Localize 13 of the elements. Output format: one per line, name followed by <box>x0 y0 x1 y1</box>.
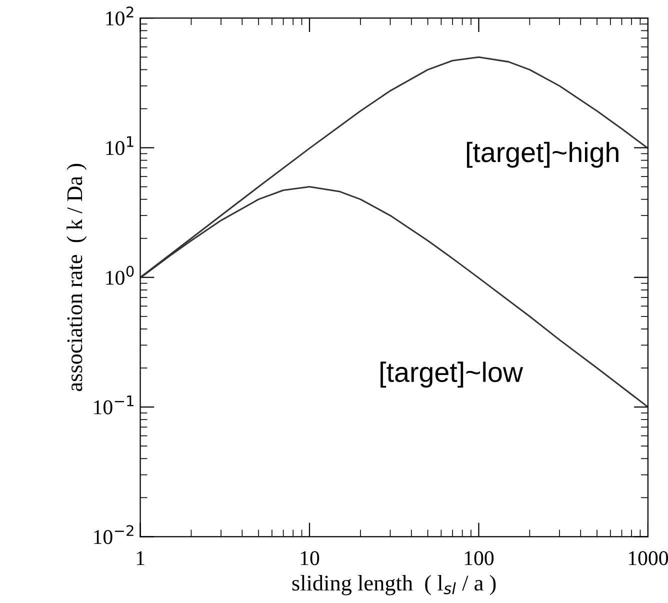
x-tick-label: 1 <box>136 551 144 566</box>
y-tick-label: 10$^{−1}$ <box>94 396 134 414</box>
series-label: [target]~high <box>466 142 618 168</box>
y-axis-title: association rate ( k / Da ) <box>66 164 87 392</box>
x-tick-label: 10 <box>300 551 320 566</box>
series-label: [target]~low <box>380 362 524 388</box>
x-axis-title: sliding length ( l$_{sl}$ / a ) <box>292 575 496 596</box>
y-tick-label: 10$^{0}$ <box>106 266 134 285</box>
x-tick-label: 100 <box>464 551 494 566</box>
y-tick-label: 10$^{1}$ <box>106 136 134 156</box>
x-tick-label: 1000 <box>628 551 668 566</box>
y-tick-label: 10$^{−2}$ <box>94 525 134 544</box>
y-tick-label: 10$^{2}$ <box>106 6 134 26</box>
